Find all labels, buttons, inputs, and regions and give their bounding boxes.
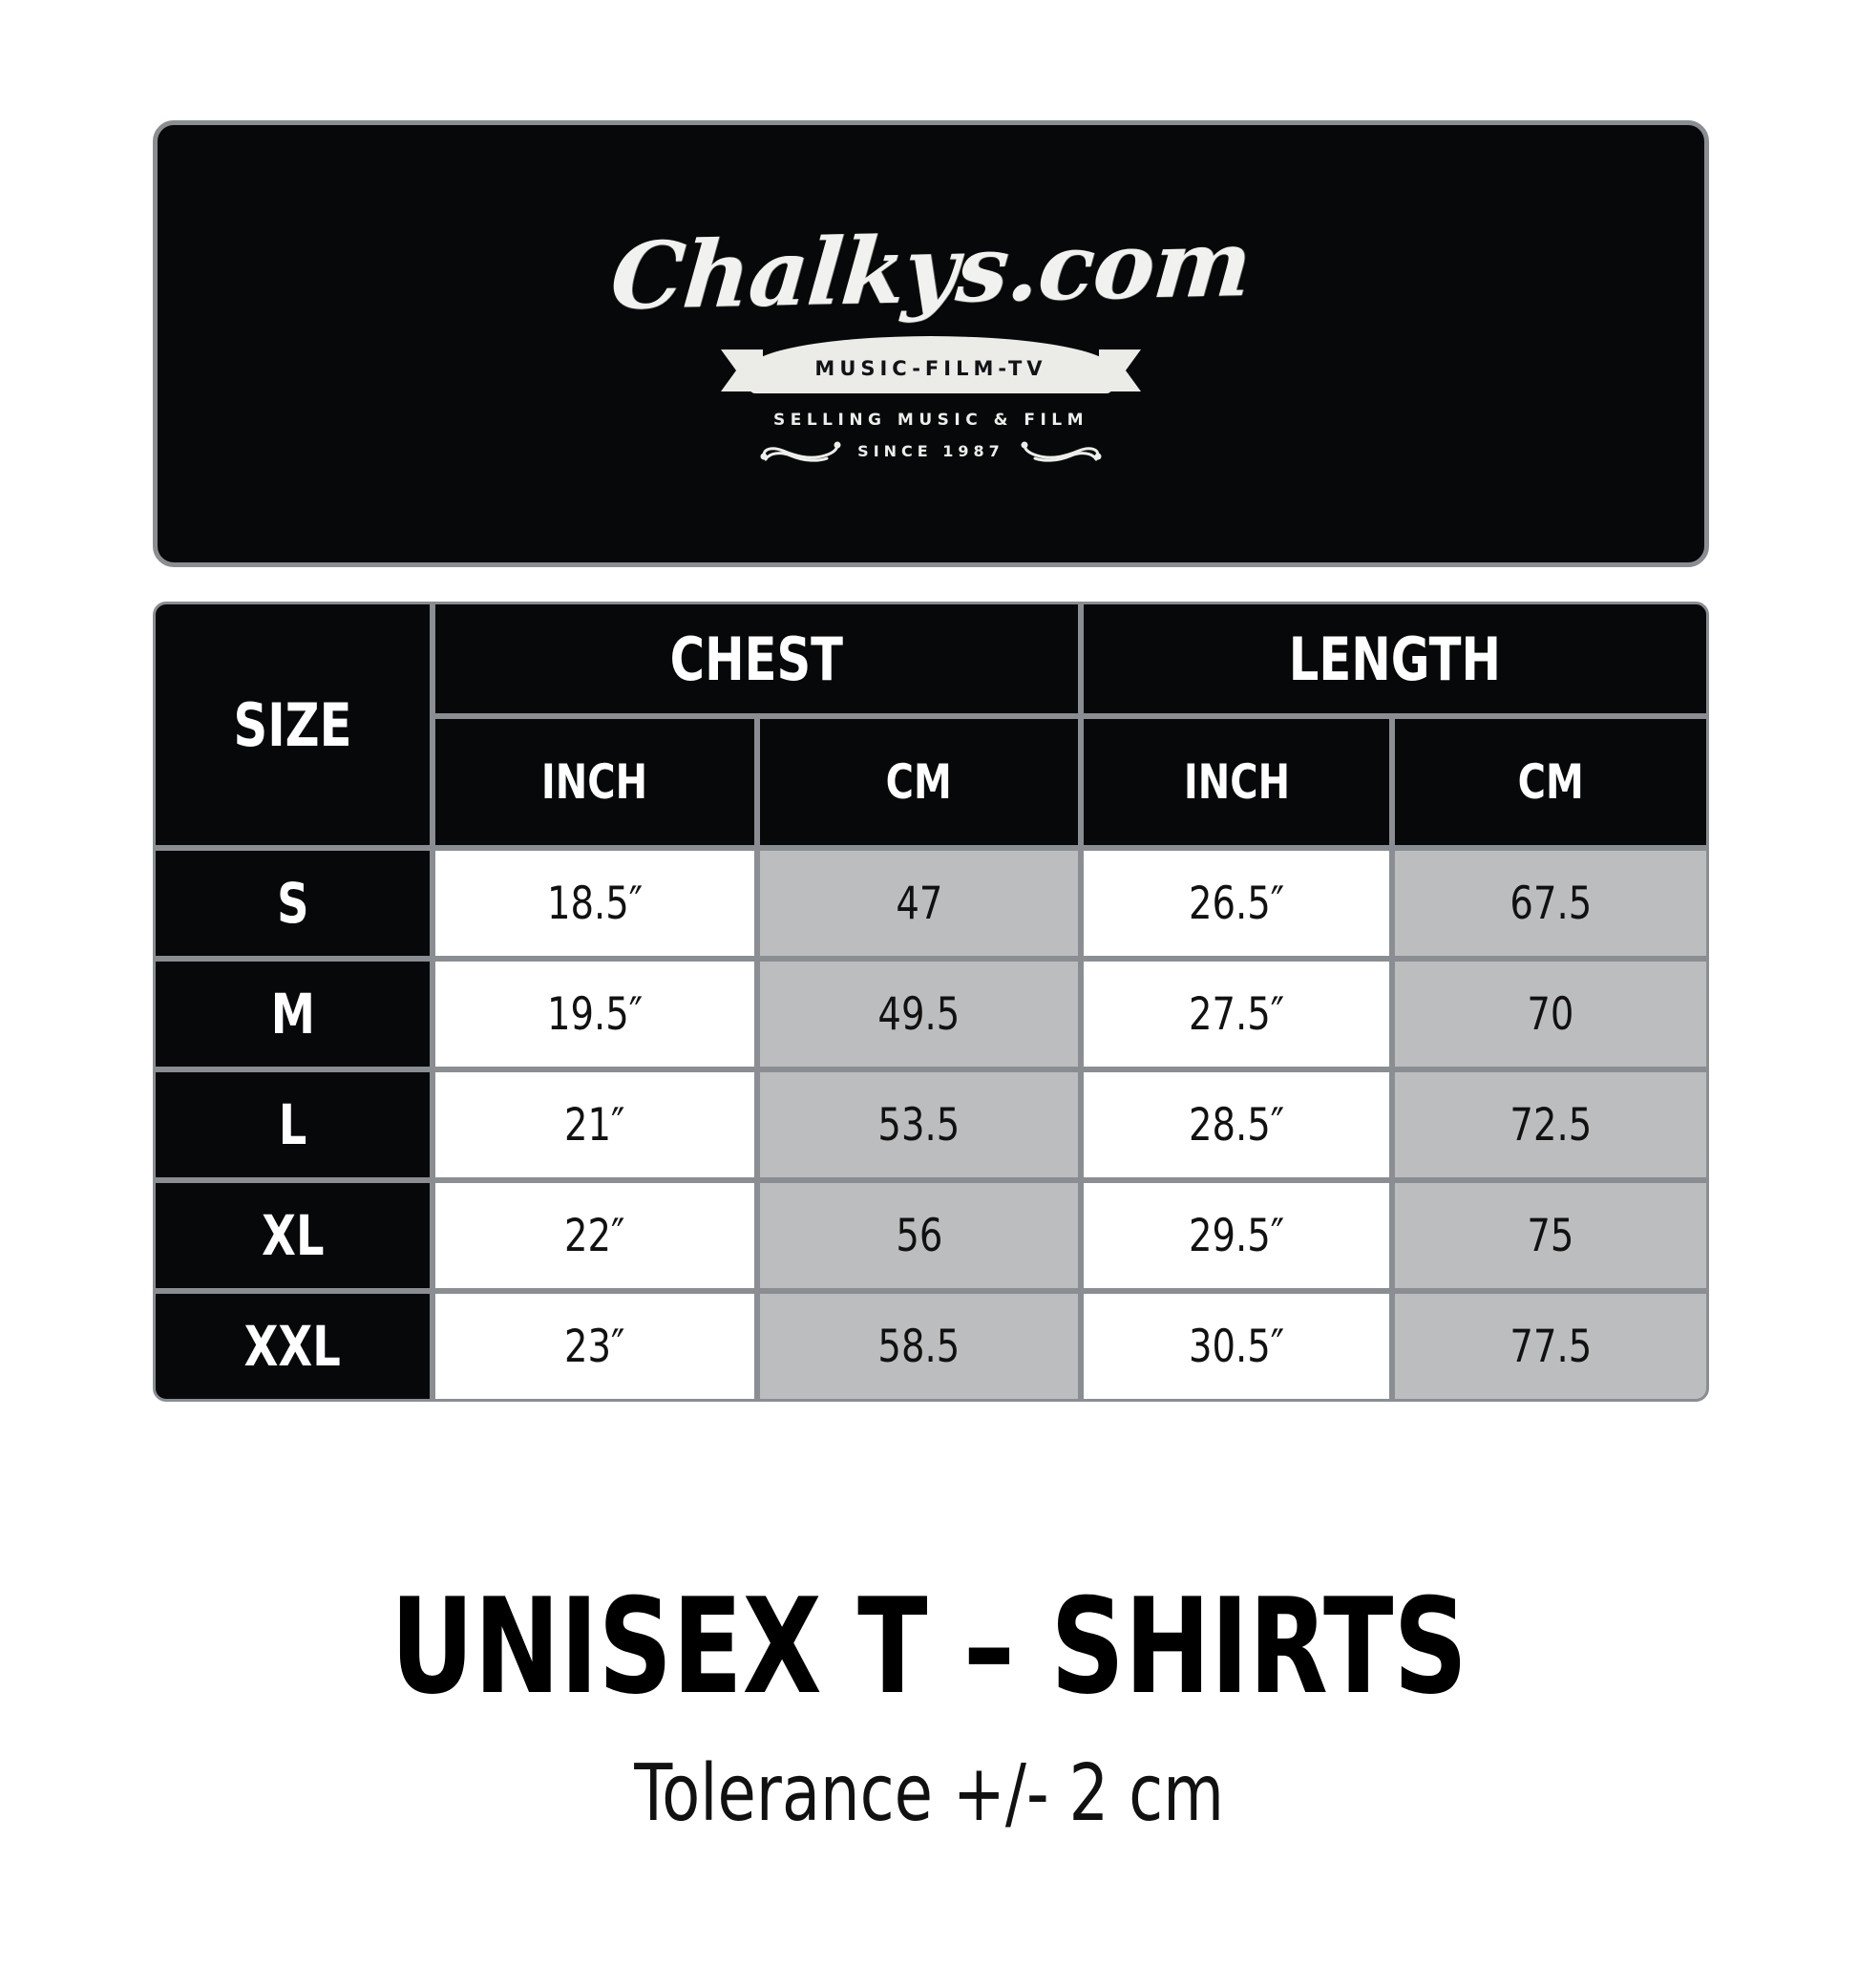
cell-length-inch: 28.5″	[1081, 1069, 1393, 1180]
row-size-label: M	[270, 982, 315, 1047]
header-chest-inch: INCH	[432, 716, 757, 848]
row-size-label: L	[278, 1092, 307, 1157]
cell-value: 77.5	[1510, 1320, 1593, 1373]
table-header-row-units: INCH CM INCH CM	[153, 716, 1709, 848]
swash-flourish-left-icon	[760, 441, 841, 462]
header-group-length: LENGTH	[1081, 602, 1709, 716]
header-size: SIZE	[153, 602, 433, 848]
cell-value: 58.5	[877, 1320, 961, 1373]
brand-logo-stack: Chalkys.com MUSIC-FILM-TV SELLING MUSIC …	[158, 209, 1704, 464]
brand-since-row: SINCE 1987	[760, 439, 1102, 464]
cell-length-cm: 70	[1392, 959, 1709, 1069]
header-group-length-label: LENGTH	[1289, 624, 1502, 694]
cell-chest-cm: 56	[756, 1180, 1082, 1291]
table-row: M 19.5″ 49.5 27.5″ 70	[153, 959, 1709, 1069]
brand-tagline: SELLING MUSIC & FILM	[772, 410, 1089, 430]
cell-chest-inch: 23″	[432, 1291, 757, 1402]
cell-chest-cm: 58.5	[756, 1291, 1082, 1402]
header-chest-inch-label: INCH	[541, 754, 648, 810]
cell-value: 26.5″	[1189, 877, 1285, 930]
footer-note-label: Tolerance +/- 2 cm	[634, 1748, 1224, 1839]
cell-value: 72.5	[1510, 1098, 1593, 1152]
cell-value: 19.5″	[546, 987, 643, 1041]
table-body: S 18.5″ 47 26.5″ 67.5 M	[153, 848, 1709, 1402]
cell-length-inch: 29.5″	[1081, 1180, 1393, 1291]
header-length-cm-label: CM	[1517, 754, 1584, 810]
table-row: S 18.5″ 47 26.5″ 67.5	[153, 848, 1709, 959]
table-row: XXL 23″ 58.5 30.5″ 77.5	[153, 1291, 1709, 1402]
row-size-l: L	[153, 1069, 433, 1180]
swash-flourish-right-icon	[1021, 441, 1102, 462]
cell-chest-cm: 49.5	[756, 959, 1082, 1069]
header-group-chest-label: CHEST	[669, 624, 844, 694]
cell-length-inch: 27.5″	[1081, 959, 1393, 1069]
cell-value: 18.5″	[546, 877, 643, 930]
header-length-inch: INCH	[1081, 716, 1393, 848]
header-length-cm: CM	[1392, 716, 1709, 848]
cell-value: 75	[1527, 1209, 1574, 1262]
header-group-chest: CHEST	[432, 602, 1082, 716]
row-size-label: XXL	[243, 1314, 341, 1379]
cell-chest-cm: 53.5	[756, 1069, 1082, 1180]
brand-ribbon: MUSIC-FILM-TV	[721, 335, 1141, 401]
row-size-xxl: XXL	[153, 1291, 433, 1402]
cell-chest-inch: 19.5″	[432, 959, 757, 1069]
cell-value: 28.5″	[1189, 1098, 1285, 1152]
cell-length-inch: 26.5″	[1081, 848, 1393, 959]
row-size-label: XL	[261, 1203, 325, 1268]
row-size-m: M	[153, 959, 433, 1069]
cell-chest-inch: 18.5″	[432, 848, 757, 959]
cell-value: 70	[1527, 987, 1574, 1041]
brand-logo-panel: Chalkys.com MUSIC-FILM-TV SELLING MUSIC …	[153, 120, 1709, 567]
brand-wordmark: Chalkys.com	[606, 209, 1256, 331]
ribbon-label: MUSIC-FILM-TV	[814, 356, 1047, 380]
header-length-inch-label: INCH	[1183, 754, 1291, 810]
cell-value: 47	[895, 877, 943, 930]
size-chart-table: SIZE CHEST LENGTH INCH CM INCH	[153, 602, 1709, 1402]
header-chest-cm: CM	[756, 716, 1082, 848]
cell-length-cm: 77.5	[1392, 1291, 1709, 1402]
cell-length-inch: 30.5″	[1081, 1291, 1393, 1402]
table-header-row-groups: SIZE CHEST LENGTH	[153, 602, 1709, 848]
row-size-xl: XL	[153, 1180, 433, 1291]
row-size-s: S	[153, 848, 433, 959]
cell-length-cm: 72.5	[1392, 1069, 1709, 1180]
header-chest-cm-label: CM	[885, 754, 953, 810]
table-head: SIZE CHEST LENGTH INCH CM INCH	[153, 602, 1709, 848]
header-size-label: SIZE	[233, 689, 352, 760]
cell-value: 30.5″	[1189, 1320, 1285, 1373]
cell-length-cm: 75	[1392, 1180, 1709, 1291]
cell-chest-inch: 21″	[432, 1069, 757, 1180]
footer-title: UNISEX T – SHIRTS	[0, 1581, 1858, 1713]
cell-chest-cm: 47	[756, 848, 1082, 959]
table-row: XL 22″ 56 29.5″ 75	[153, 1180, 1709, 1291]
footer-title-label: UNISEX T – SHIRTS	[391, 1570, 1467, 1724]
cell-value: 67.5	[1510, 877, 1593, 930]
cell-length-cm: 67.5	[1392, 848, 1709, 959]
cell-chest-inch: 22″	[432, 1180, 757, 1291]
cell-value: 56	[895, 1209, 943, 1262]
cell-value: 29.5″	[1189, 1209, 1285, 1262]
table-row: L 21″ 53.5 28.5″ 72.5	[153, 1069, 1709, 1180]
cell-value: 27.5″	[1189, 987, 1285, 1041]
ribbon-band: MUSIC-FILM-TV	[750, 335, 1112, 393]
cell-value: 21″	[563, 1098, 625, 1152]
cell-value: 53.5	[877, 1098, 961, 1152]
brand-since-label: SINCE 1987	[857, 442, 1004, 461]
cell-value: 22″	[563, 1209, 625, 1262]
row-size-label: S	[276, 871, 309, 936]
cell-value: 49.5	[877, 987, 961, 1041]
footer-note: Tolerance +/- 2 cm	[0, 1755, 1858, 1833]
cell-value: 23″	[563, 1320, 625, 1373]
